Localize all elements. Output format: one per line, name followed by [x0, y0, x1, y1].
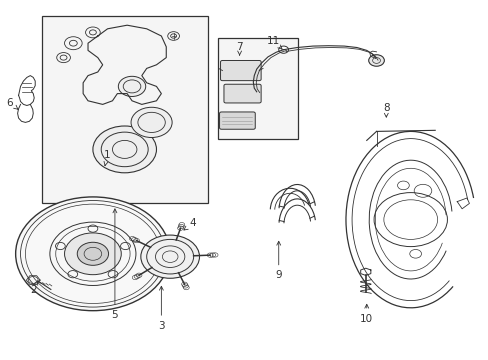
- Text: 4: 4: [183, 218, 196, 230]
- Circle shape: [368, 55, 384, 66]
- Text: 2: 2: [30, 281, 38, 295]
- Text: 1: 1: [104, 150, 111, 166]
- FancyBboxPatch shape: [219, 112, 255, 129]
- Circle shape: [141, 235, 199, 278]
- Text: 8: 8: [382, 103, 389, 117]
- Circle shape: [118, 76, 145, 96]
- Circle shape: [64, 233, 121, 275]
- Circle shape: [131, 107, 172, 138]
- Circle shape: [93, 126, 156, 173]
- Circle shape: [16, 197, 170, 311]
- Text: 5: 5: [111, 209, 118, 320]
- Circle shape: [77, 242, 108, 265]
- Circle shape: [278, 46, 288, 53]
- Text: 7: 7: [236, 42, 243, 55]
- FancyBboxPatch shape: [220, 60, 261, 81]
- Text: 11: 11: [266, 36, 282, 49]
- FancyBboxPatch shape: [41, 16, 207, 203]
- FancyBboxPatch shape: [217, 38, 298, 139]
- FancyBboxPatch shape: [224, 84, 261, 103]
- Text: 9: 9: [275, 241, 282, 280]
- Text: 6: 6: [6, 98, 18, 109]
- Text: 10: 10: [360, 304, 372, 324]
- Text: 3: 3: [158, 286, 164, 331]
